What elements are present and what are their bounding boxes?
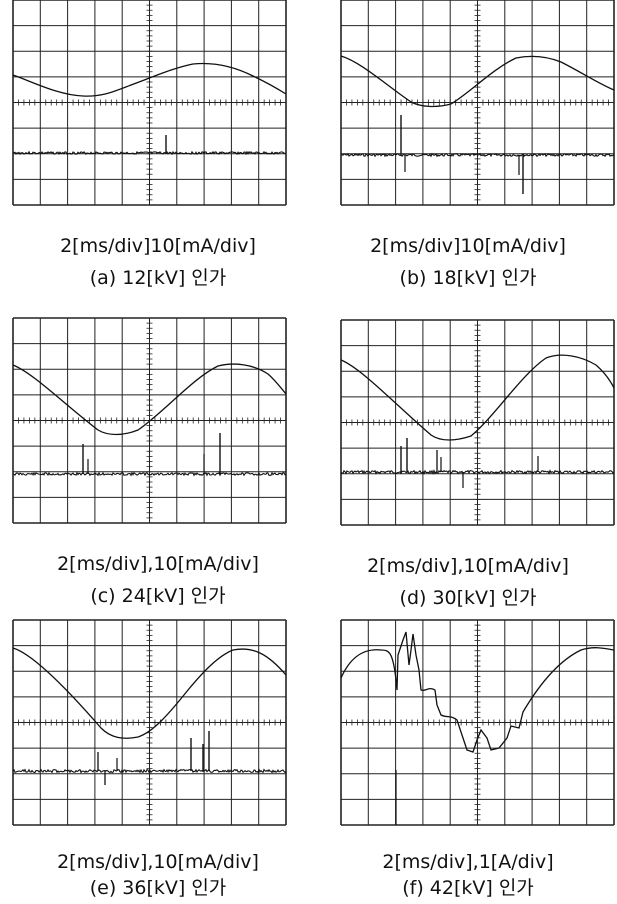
graticule-grid — [340, 619, 615, 826]
caption-d: (d) 30[kV] 인가 — [399, 587, 537, 609]
oscilloscope-trace-d — [340, 319, 615, 526]
current-trace-e — [12, 768, 287, 774]
oscilloscope-trace-c — [12, 317, 287, 524]
current-trace-d — [340, 469, 615, 475]
scale-label-c: 2[ms/div],10[mA/div] — [57, 553, 259, 575]
scale-label-d: 2[ms/div],10[mA/div] — [367, 555, 569, 577]
voltage-waveform-e — [12, 647, 287, 739]
caption-f: (f) 42[kV] 인가 — [402, 877, 534, 899]
caption-b: (b) 18[kV] 인가 — [399, 267, 537, 289]
scale-label-f: 2[ms/div],1[A/div] — [382, 851, 554, 873]
oscilloscope-trace-b — [340, 0, 615, 206]
voltage-waveform-d — [340, 354, 615, 441]
current-trace-b — [340, 152, 615, 158]
oscilloscope-trace-e — [12, 619, 287, 826]
current-trace-a — [12, 150, 287, 156]
voltage-waveform-c — [12, 363, 287, 436]
caption-c: (c) 24[kV] 인가 — [90, 585, 226, 607]
graticule-grid — [340, 319, 615, 526]
scale-label-b: 2[ms/div]10[mA/div] — [370, 235, 566, 257]
voltage-waveform-b — [340, 55, 615, 108]
oscilloscope-trace-f — [340, 619, 615, 826]
current-trace-c — [12, 471, 287, 477]
current-waveform-f — [340, 631, 615, 753]
caption-e: (e) 36[kV] 인가 — [89, 877, 227, 899]
graticule-grid — [340, 0, 615, 206]
scale-label-a: 2[ms/div]10[mA/div] — [60, 235, 256, 257]
voltage-waveform-a — [12, 62, 287, 97]
graticule-grid — [12, 0, 287, 206]
scale-label-e: 2[ms/div],10[mA/div] — [57, 851, 259, 873]
caption-a: (a) 12[kV] 인가 — [89, 267, 227, 289]
oscilloscope-trace-a — [12, 0, 287, 206]
graticule-grid — [12, 619, 287, 826]
